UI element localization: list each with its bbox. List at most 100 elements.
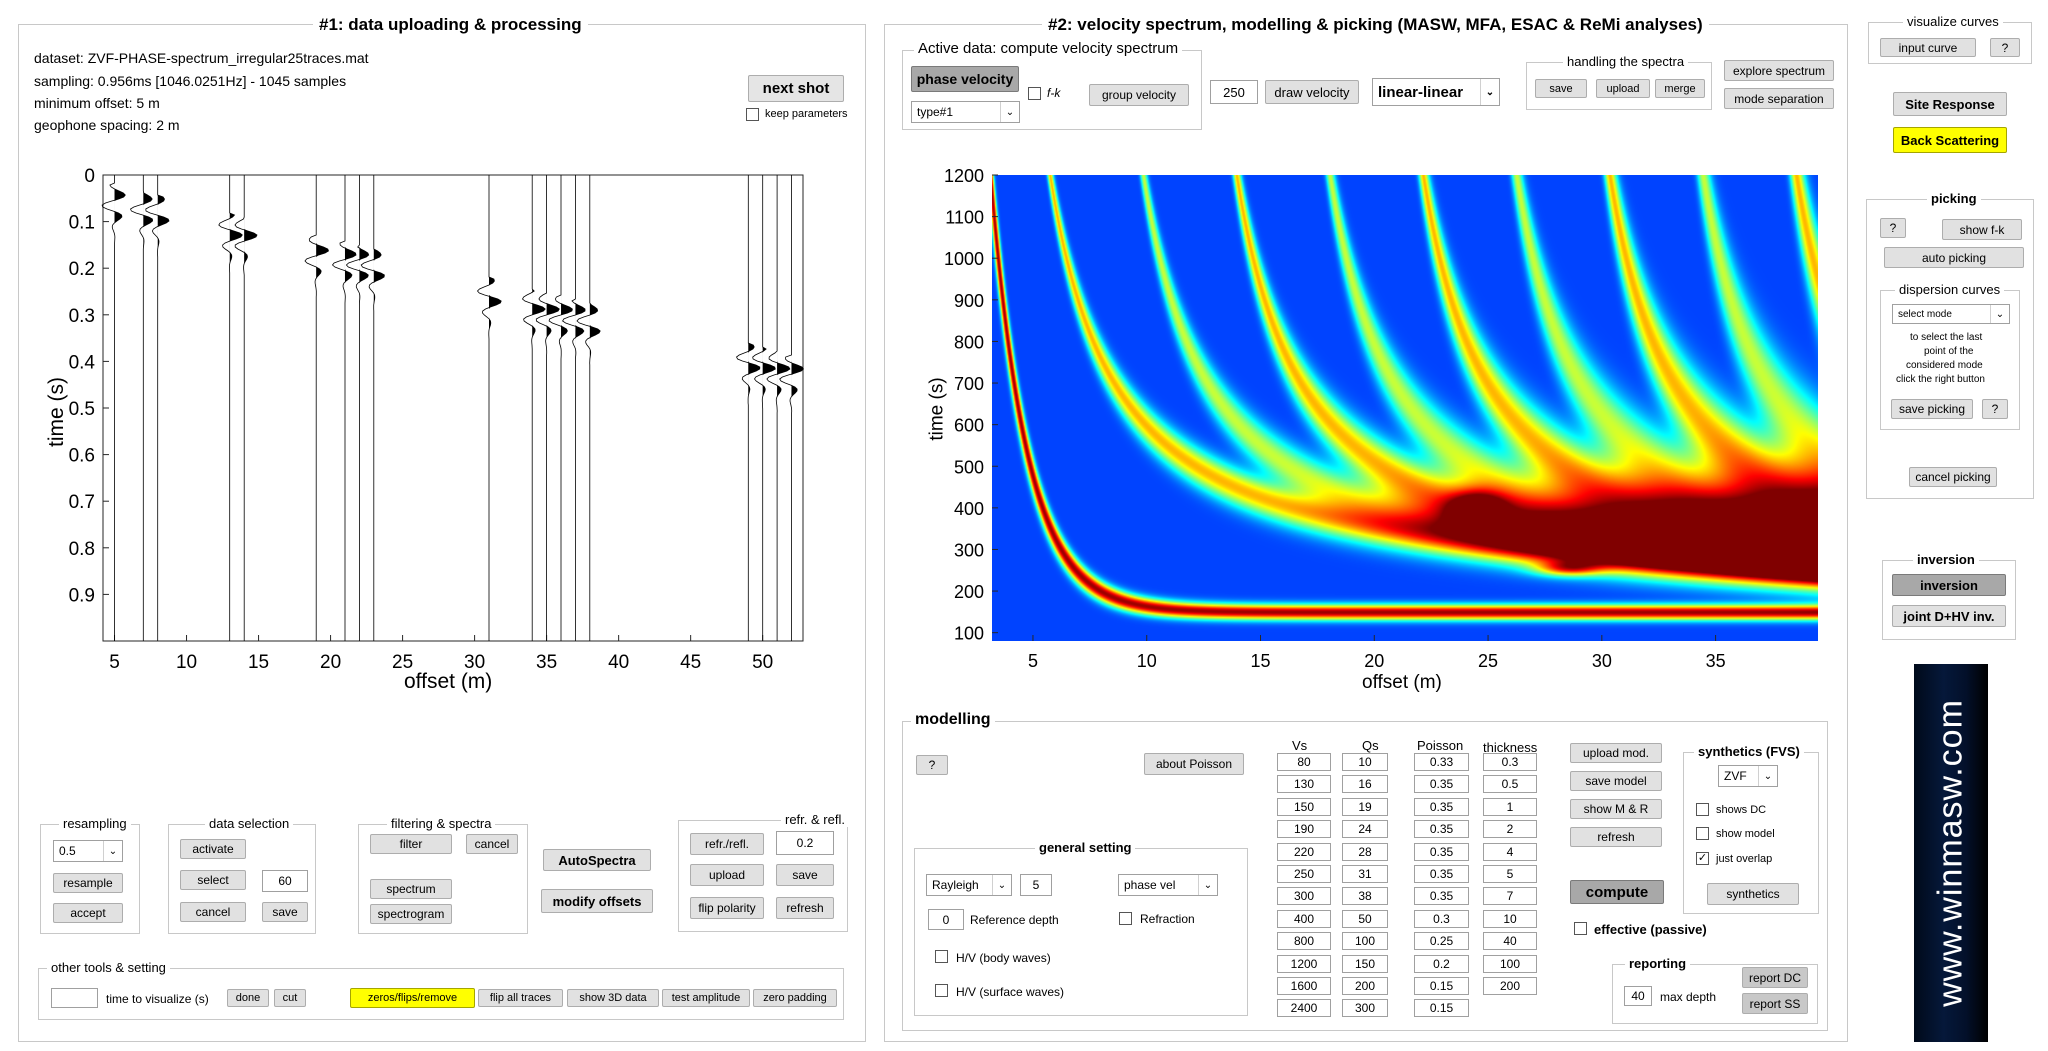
qs-cell[interactable]	[1342, 977, 1388, 995]
selection-cancel-button[interactable]: cancel	[180, 902, 246, 922]
refr-refl-button[interactable]: refr./refl.	[690, 833, 764, 855]
flip-all-traces-button[interactable]: flip all traces	[478, 989, 563, 1007]
vs-cell[interactable]	[1277, 932, 1331, 951]
qs-cell[interactable]	[1342, 775, 1388, 794]
selection-save-button[interactable]: save	[262, 902, 308, 922]
done-button[interactable]: done	[227, 989, 269, 1007]
thickness-cell[interactable]	[1483, 954, 1537, 973]
refr-value-input[interactable]	[776, 831, 834, 855]
vs-cell[interactable]	[1277, 797, 1331, 816]
group-velocity-button[interactable]: group velocity	[1089, 84, 1189, 106]
next-shot-button[interactable]: next shot	[748, 75, 844, 102]
just-overlap-checkbox[interactable]: ✓	[1696, 852, 1709, 865]
keep-parameters-checkbox[interactable]	[746, 108, 759, 121]
poisson-cell[interactable]	[1414, 999, 1469, 1018]
qs-cell[interactable]	[1342, 932, 1388, 951]
mode-separation-button[interactable]: mode separation	[1724, 88, 1834, 109]
thickness-cell[interactable]	[1483, 977, 1537, 995]
vs-cell[interactable]	[1277, 954, 1331, 973]
thickness-cell[interactable]	[1483, 887, 1537, 906]
qs-cell[interactable]	[1342, 797, 1388, 816]
refr-upload-button[interactable]: upload	[690, 864, 764, 886]
thickness-cell[interactable]	[1483, 753, 1537, 771]
synthetics-button[interactable]: synthetics	[1707, 883, 1799, 905]
upload-model-button[interactable]: upload mod.	[1570, 743, 1662, 763]
vs-cell[interactable]	[1277, 753, 1331, 771]
resampling-select[interactable]: 0.5 ⌄	[53, 840, 123, 862]
spectra-merge-button[interactable]: merge	[1655, 79, 1705, 98]
accept-button[interactable]: accept	[53, 903, 123, 923]
time-visualize-input[interactable]	[51, 988, 98, 1008]
activate-button[interactable]: activate	[180, 839, 246, 859]
report-ss-button[interactable]: report SS	[1742, 993, 1808, 1014]
thickness-cell[interactable]	[1483, 932, 1537, 951]
spectrogram-button[interactable]: spectrogram	[370, 904, 452, 924]
save-picking-button[interactable]: save picking	[1891, 399, 1973, 419]
qs-cell[interactable]	[1342, 842, 1388, 861]
thickness-cell[interactable]	[1483, 842, 1537, 861]
selection-value-input[interactable]	[262, 870, 308, 892]
cut-button[interactable]: cut	[274, 989, 306, 1007]
poisson-cell[interactable]	[1414, 954, 1469, 973]
visualize-help-button[interactable]: ?	[1990, 38, 2020, 57]
test-amplitude-button[interactable]: test amplitude	[662, 989, 750, 1007]
vs-cell[interactable]	[1277, 820, 1331, 839]
max-depth-input[interactable]	[1624, 986, 1652, 1006]
vs-cell[interactable]	[1277, 865, 1331, 883]
thickness-cell[interactable]	[1483, 775, 1537, 794]
vs-cell[interactable]	[1277, 887, 1331, 906]
vs-cell[interactable]	[1277, 775, 1331, 794]
hv-body-checkbox[interactable]	[935, 950, 948, 963]
select-button[interactable]: select	[180, 870, 246, 890]
type-select[interactable]: type#1 ⌄	[911, 101, 1020, 123]
filter-cancel-button[interactable]: cancel	[466, 834, 518, 854]
qs-cell[interactable]	[1342, 865, 1388, 883]
qs-cell[interactable]	[1342, 887, 1388, 906]
zero-padding-button[interactable]: zero padding	[753, 989, 837, 1007]
show-model-checkbox[interactable]	[1696, 827, 1709, 840]
synthetics-select[interactable]: ZVF ⌄	[1718, 765, 1778, 787]
input-curve-button[interactable]: input curve	[1880, 38, 1976, 57]
resample-button[interactable]: resample	[53, 873, 123, 893]
autospectra-button[interactable]: AutoSpectra	[543, 849, 651, 871]
save-model-button[interactable]: save model	[1570, 771, 1662, 791]
back-scattering-button[interactable]: Back Scattering	[1893, 127, 2007, 153]
wave-type-select[interactable]: Rayleigh ⌄	[926, 874, 1012, 896]
inversion-button[interactable]: inversion	[1892, 574, 2006, 596]
effective-passive-checkbox[interactable]	[1574, 922, 1587, 935]
show-3d-data-button[interactable]: show 3D data	[567, 989, 659, 1007]
spectrum-button[interactable]: spectrum	[370, 879, 452, 899]
poisson-cell[interactable]	[1414, 842, 1469, 861]
model-refresh-button[interactable]: refresh	[1570, 827, 1662, 847]
refr-refresh-button[interactable]: refresh	[776, 897, 834, 919]
reference-depth-input[interactable]	[928, 909, 964, 930]
vs-cell[interactable]	[1277, 909, 1331, 928]
filter-button[interactable]: filter	[370, 834, 452, 854]
vs-cell[interactable]	[1277, 999, 1331, 1018]
poisson-cell[interactable]	[1414, 797, 1469, 816]
poisson-cell[interactable]	[1414, 932, 1469, 951]
refraction-checkbox[interactable]	[1119, 912, 1132, 925]
poisson-cell[interactable]	[1414, 909, 1469, 928]
velocity-type-select[interactable]: phase vel ⌄	[1118, 874, 1218, 896]
thickness-cell[interactable]	[1483, 797, 1537, 816]
spectra-upload-button[interactable]: upload	[1596, 79, 1650, 98]
poisson-cell[interactable]	[1414, 775, 1469, 794]
modify-offsets-button[interactable]: modify offsets	[541, 889, 653, 913]
modes-input[interactable]	[1020, 874, 1052, 896]
scale-select[interactable]: linear-linear ⌄	[1372, 78, 1500, 106]
thickness-cell[interactable]	[1483, 909, 1537, 928]
qs-cell[interactable]	[1342, 954, 1388, 973]
poisson-cell[interactable]	[1414, 865, 1469, 883]
refr-save-button[interactable]: save	[776, 864, 834, 886]
poisson-cell[interactable]	[1414, 820, 1469, 839]
shows-dc-checkbox[interactable]	[1696, 803, 1709, 816]
compute-button[interactable]: compute	[1570, 880, 1664, 904]
spectra-save-button[interactable]: save	[1535, 79, 1587, 98]
vs-cell[interactable]	[1277, 842, 1331, 861]
poisson-cell[interactable]	[1414, 887, 1469, 906]
thickness-cell[interactable]	[1483, 820, 1537, 839]
show-m-r-button[interactable]: show M & R	[1570, 799, 1662, 819]
fk-checkbox[interactable]	[1028, 87, 1041, 100]
qs-cell[interactable]	[1342, 753, 1388, 771]
